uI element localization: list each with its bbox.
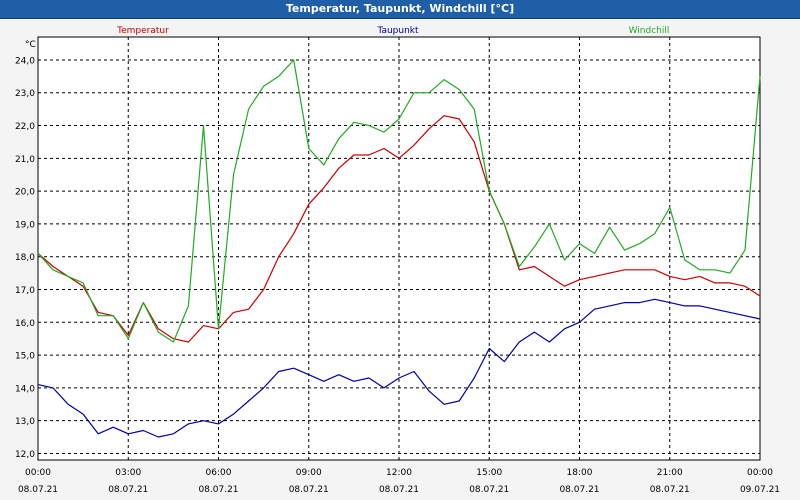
legend-windchill: Windchill bbox=[629, 26, 670, 36]
y-tick-label: 20,0 bbox=[15, 188, 35, 198]
x-tick-time: 15:00 bbox=[476, 468, 502, 478]
y-tick-label: 22,0 bbox=[15, 122, 35, 132]
y-tick-label: 24,0 bbox=[15, 56, 35, 66]
x-tick-date: 08.07.21 bbox=[559, 485, 599, 495]
y-tick-label: 19,0 bbox=[15, 220, 35, 230]
y-tick-label: 14,0 bbox=[15, 384, 35, 394]
y-tick-label: 18,0 bbox=[15, 253, 35, 263]
y-tick-label: 13,0 bbox=[15, 417, 35, 427]
series-line-temperatur bbox=[37, 115, 761, 343]
y-tick-label: 12,0 bbox=[15, 450, 35, 460]
window-titlebar: Temperatur, Taupunkt, Windchill [°C] bbox=[0, 0, 800, 19]
x-tick-time: 12:00 bbox=[386, 468, 412, 478]
legend-temperatur: Temperatur bbox=[116, 26, 169, 36]
x-tick-time: 09:00 bbox=[296, 468, 322, 478]
y-tick-label: 15,0 bbox=[15, 352, 35, 362]
x-tick-date: 08.07.21 bbox=[18, 485, 58, 495]
y-tick-label: 23,0 bbox=[15, 89, 35, 99]
x-tick-time: 18:00 bbox=[567, 468, 593, 478]
x-tick-time: 03:00 bbox=[115, 468, 141, 478]
x-tick-time: 00:00 bbox=[25, 468, 51, 478]
x-tick-date: 08.07.21 bbox=[469, 485, 509, 495]
window-title: Temperatur, Taupunkt, Windchill [°C] bbox=[285, 2, 515, 15]
series-line-windchill bbox=[37, 59, 761, 343]
x-tick-time: 00:00 bbox=[747, 468, 773, 478]
chart-area: 12,0 13,0 14,0 15,0 16,0 17,0 18,0 19,0 20,0 21,0… bbox=[15, 26, 780, 495]
x-tick-date: 08.07.21 bbox=[379, 485, 419, 495]
x-tick-date: 08.07.21 bbox=[108, 485, 148, 495]
x-tick-time: 06:00 bbox=[206, 468, 232, 478]
x-tick-date: 08.07.21 bbox=[198, 485, 238, 495]
legend-taupunkt: Taupunkt bbox=[376, 26, 419, 36]
y-axis-label: °C bbox=[25, 40, 36, 50]
series-line-taupunkt bbox=[37, 298, 761, 438]
x-tick-date: 09.07.21 bbox=[740, 485, 780, 495]
y-tick-label: 21,0 bbox=[15, 155, 35, 165]
y-tick-label: 17,0 bbox=[15, 286, 35, 296]
x-tick-date: 08.07.21 bbox=[650, 485, 690, 495]
y-tick-label: 16,0 bbox=[15, 319, 35, 329]
x-tick-time: 21:00 bbox=[657, 468, 683, 478]
x-tick-date: 08.07.21 bbox=[289, 485, 329, 495]
